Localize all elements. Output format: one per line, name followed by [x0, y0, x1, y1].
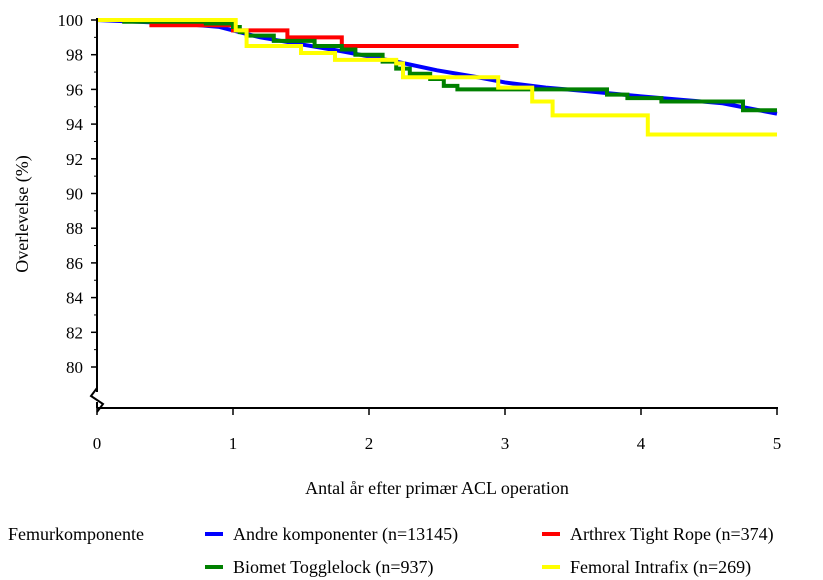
- y-tick-label: 82: [66, 323, 83, 342]
- series-line-3: [97, 18, 777, 113]
- legend-title: Femurkomponente: [8, 524, 144, 544]
- y-tick-label: 96: [66, 80, 83, 99]
- y-tick-label: 98: [66, 46, 83, 65]
- legend-label-1: Andre komponenter (n=13145): [233, 524, 458, 545]
- x-tick-label: 5: [773, 434, 782, 453]
- y-tick-label: 80: [66, 358, 83, 377]
- y-tick-label: 88: [66, 219, 83, 238]
- x-tick-label: 0: [93, 434, 102, 453]
- y-tick-label: 84: [66, 289, 84, 308]
- y-tick-label: 100: [58, 11, 84, 30]
- x-tick-label: 2: [365, 434, 374, 453]
- x-tick-label: 4: [637, 434, 646, 453]
- y-axis-title: Overlevelse (%): [12, 155, 33, 272]
- series-line-4: [97, 18, 777, 137]
- y-tick-label: 92: [66, 150, 83, 169]
- series-lines: [96, 18, 778, 137]
- y-tick-label: 90: [66, 185, 83, 204]
- y-tick-label: 86: [66, 254, 83, 273]
- series-line-1: [96, 18, 778, 116]
- x-tick-label: 3: [501, 434, 510, 453]
- legend-label-4: Femoral Intrafix (n=269): [570, 557, 751, 578]
- legend: Femurkomponente Andre komponenter (n=131…: [8, 524, 774, 578]
- y-ticks: 80 82 84 86 88 90 92 94 96 98 100: [58, 11, 97, 377]
- axes: 80 82 84 86 88 90 92 94 96 98 100 0 1 2 3 4 5: [58, 11, 782, 453]
- y-tick-label: 94: [66, 115, 84, 134]
- legend-label-2: Arthrex Tight Rope (n=374): [570, 524, 774, 545]
- x-ticks: 0 1 2 3 4 5: [93, 408, 782, 453]
- legend-label-3: Biomet Togglelock (n=937): [233, 557, 434, 578]
- x-tick-label: 1: [229, 434, 238, 453]
- x-axis-title: Antal år efter primær ACL operation: [305, 478, 569, 498]
